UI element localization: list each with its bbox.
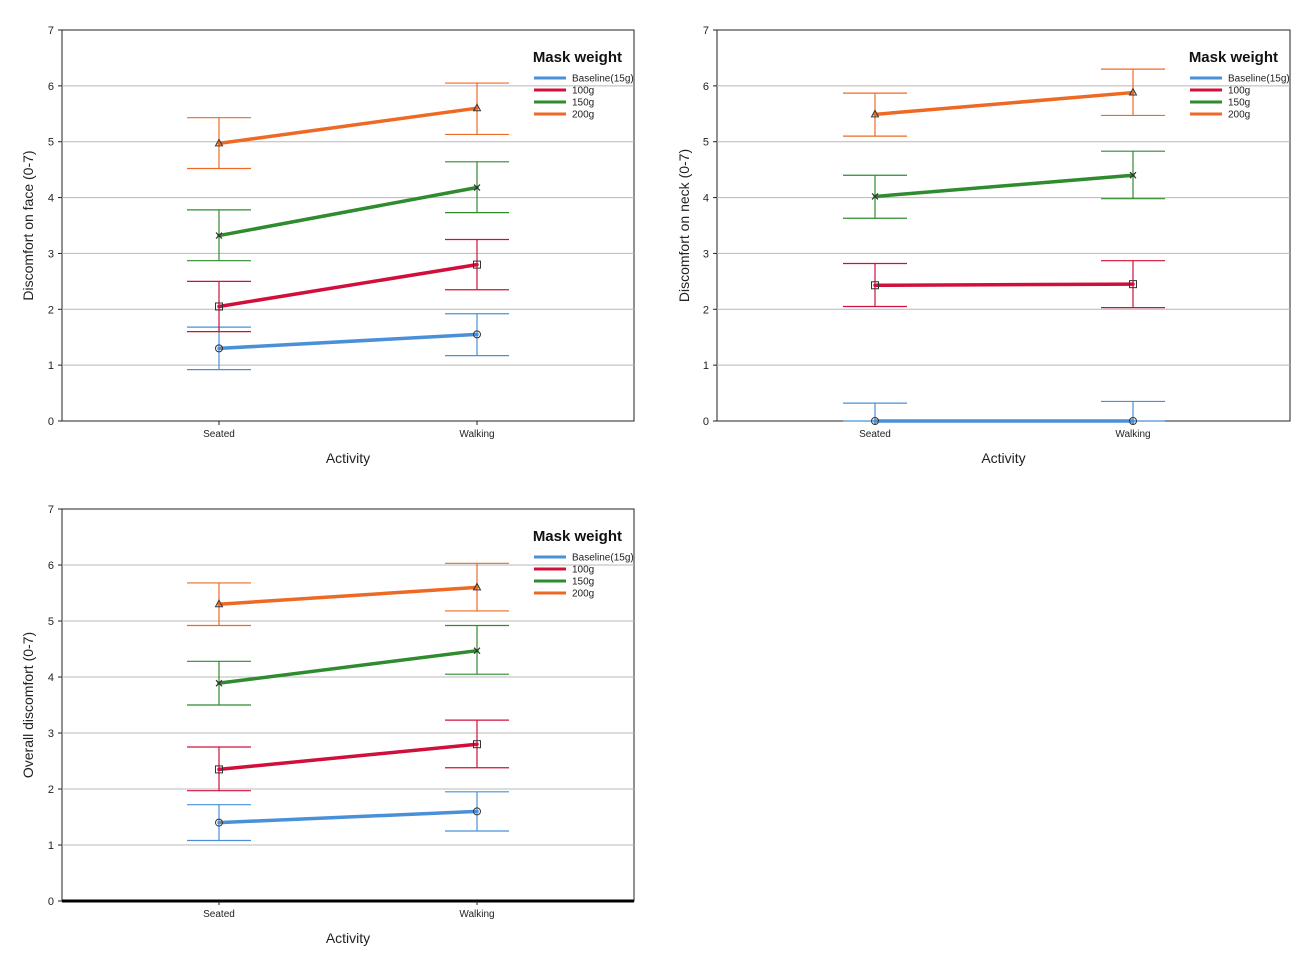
data-point <box>215 818 223 827</box>
plot-frame <box>61 29 635 422</box>
data-point <box>473 740 481 749</box>
chart-panel-2: 0 1 2 3 4 5 6 7 Seated Walking Activity Discomfort … <box>676 25 1291 466</box>
y-tick-label: 6 <box>48 560 54 572</box>
y-tick-label: 2 <box>48 304 54 316</box>
y-tick-label: 1 <box>703 360 709 372</box>
legend-title: Mask weight <box>1189 49 1278 66</box>
data-point <box>215 232 223 239</box>
series-line <box>217 262 479 309</box>
y-axis-title: Discomfort on face (0-7) <box>20 150 36 300</box>
y-tick-label: 0 <box>48 416 54 428</box>
legend-label: Baseline(15g) <box>572 74 634 85</box>
legend-label: 100g <box>572 565 594 576</box>
data-point <box>473 260 481 269</box>
data-point <box>472 582 482 591</box>
y-axis-title: Overall discomfort (0-7) <box>20 632 36 778</box>
legend-label: 200g <box>572 110 594 121</box>
data-point <box>473 330 481 339</box>
plot-frame <box>61 508 635 902</box>
y-tick-label: 2 <box>48 784 54 796</box>
data-point <box>215 344 223 353</box>
legend-label: Baseline(15g) <box>1228 74 1290 85</box>
legend-label: Baseline(15g) <box>572 553 634 564</box>
data-point <box>871 417 879 425</box>
y-tick-label: 3 <box>703 248 709 260</box>
data-point <box>472 103 482 112</box>
y-tick-label: 5 <box>703 137 709 149</box>
legend-label: 150g <box>1228 98 1250 109</box>
y-tick-label: 3 <box>48 728 54 740</box>
chart-panel-3: 0 1 2 3 4 5 6 7 Seated Walking Activity Overall dis… <box>20 504 635 946</box>
legend-title: Mask weight <box>533 528 622 545</box>
data-point <box>1129 417 1137 425</box>
series-line <box>217 106 479 146</box>
series-line <box>217 809 479 825</box>
data-point <box>871 193 879 200</box>
series-line <box>873 173 1135 199</box>
y-tick-label: 0 <box>48 896 54 908</box>
series-line <box>217 648 479 685</box>
data-point <box>215 765 223 774</box>
y-tick-label: 1 <box>48 840 54 852</box>
legend-label: 200g <box>572 589 594 600</box>
series-line <box>217 185 479 238</box>
plot-frame <box>716 29 1291 422</box>
x-tick-label: Walking <box>459 909 494 920</box>
y-tick-label: 6 <box>48 81 54 93</box>
y-tick-label: 7 <box>48 25 54 37</box>
x-tick-label: Seated <box>203 429 235 440</box>
series-line <box>873 90 1135 117</box>
y-tick-label: 7 <box>48 504 54 516</box>
data-point <box>473 647 481 655</box>
x-tick-label: Seated <box>859 429 891 440</box>
data-point <box>215 679 223 687</box>
legend-label: 150g <box>572 98 594 109</box>
data-point <box>214 138 224 147</box>
y-tick-label: 4 <box>703 193 709 205</box>
x-tick-label: Walking <box>1115 429 1150 440</box>
y-tick-label: 5 <box>48 616 54 628</box>
legend-label: 200g <box>1228 110 1250 121</box>
x-tick-label: Walking <box>459 429 494 440</box>
x-axis-title: Activity <box>981 450 1025 466</box>
x-axis-title: Activity <box>326 930 370 946</box>
x-axis-title: Activity <box>326 450 370 466</box>
y-tick-label: 0 <box>703 416 709 428</box>
y-tick-label: 7 <box>703 25 709 37</box>
data-point <box>473 184 481 191</box>
legend-label: 150g <box>572 577 594 588</box>
chart-panel-1: 0 1 2 3 4 5 6 7 Seated Walking Activity Discomfort … <box>20 25 635 466</box>
y-tick-label: 4 <box>48 193 54 205</box>
y-tick-label: 1 <box>48 360 54 372</box>
series-line <box>217 585 479 606</box>
series-line <box>217 332 479 351</box>
y-axis-title: Discomfort on neck (0-7) <box>676 149 692 302</box>
data-point <box>870 109 880 118</box>
y-tick-label: 4 <box>48 672 54 684</box>
data-point <box>871 281 879 290</box>
y-tick-label: 6 <box>703 81 709 93</box>
legend-label: 100g <box>1228 86 1250 97</box>
data-point <box>1129 280 1137 289</box>
data-point <box>214 599 224 608</box>
legend-label: 100g <box>572 86 594 97</box>
y-tick-label: 5 <box>48 137 54 149</box>
data-point <box>1129 171 1137 179</box>
data-point <box>473 807 481 816</box>
x-tick-label: Seated <box>203 909 235 920</box>
series-line <box>217 742 479 772</box>
y-tick-label: 3 <box>48 248 54 260</box>
legend-title: Mask weight <box>533 49 622 66</box>
series-line <box>873 282 1135 288</box>
y-tick-label: 2 <box>703 304 709 316</box>
data-point <box>1128 87 1138 96</box>
data-point <box>215 302 223 311</box>
